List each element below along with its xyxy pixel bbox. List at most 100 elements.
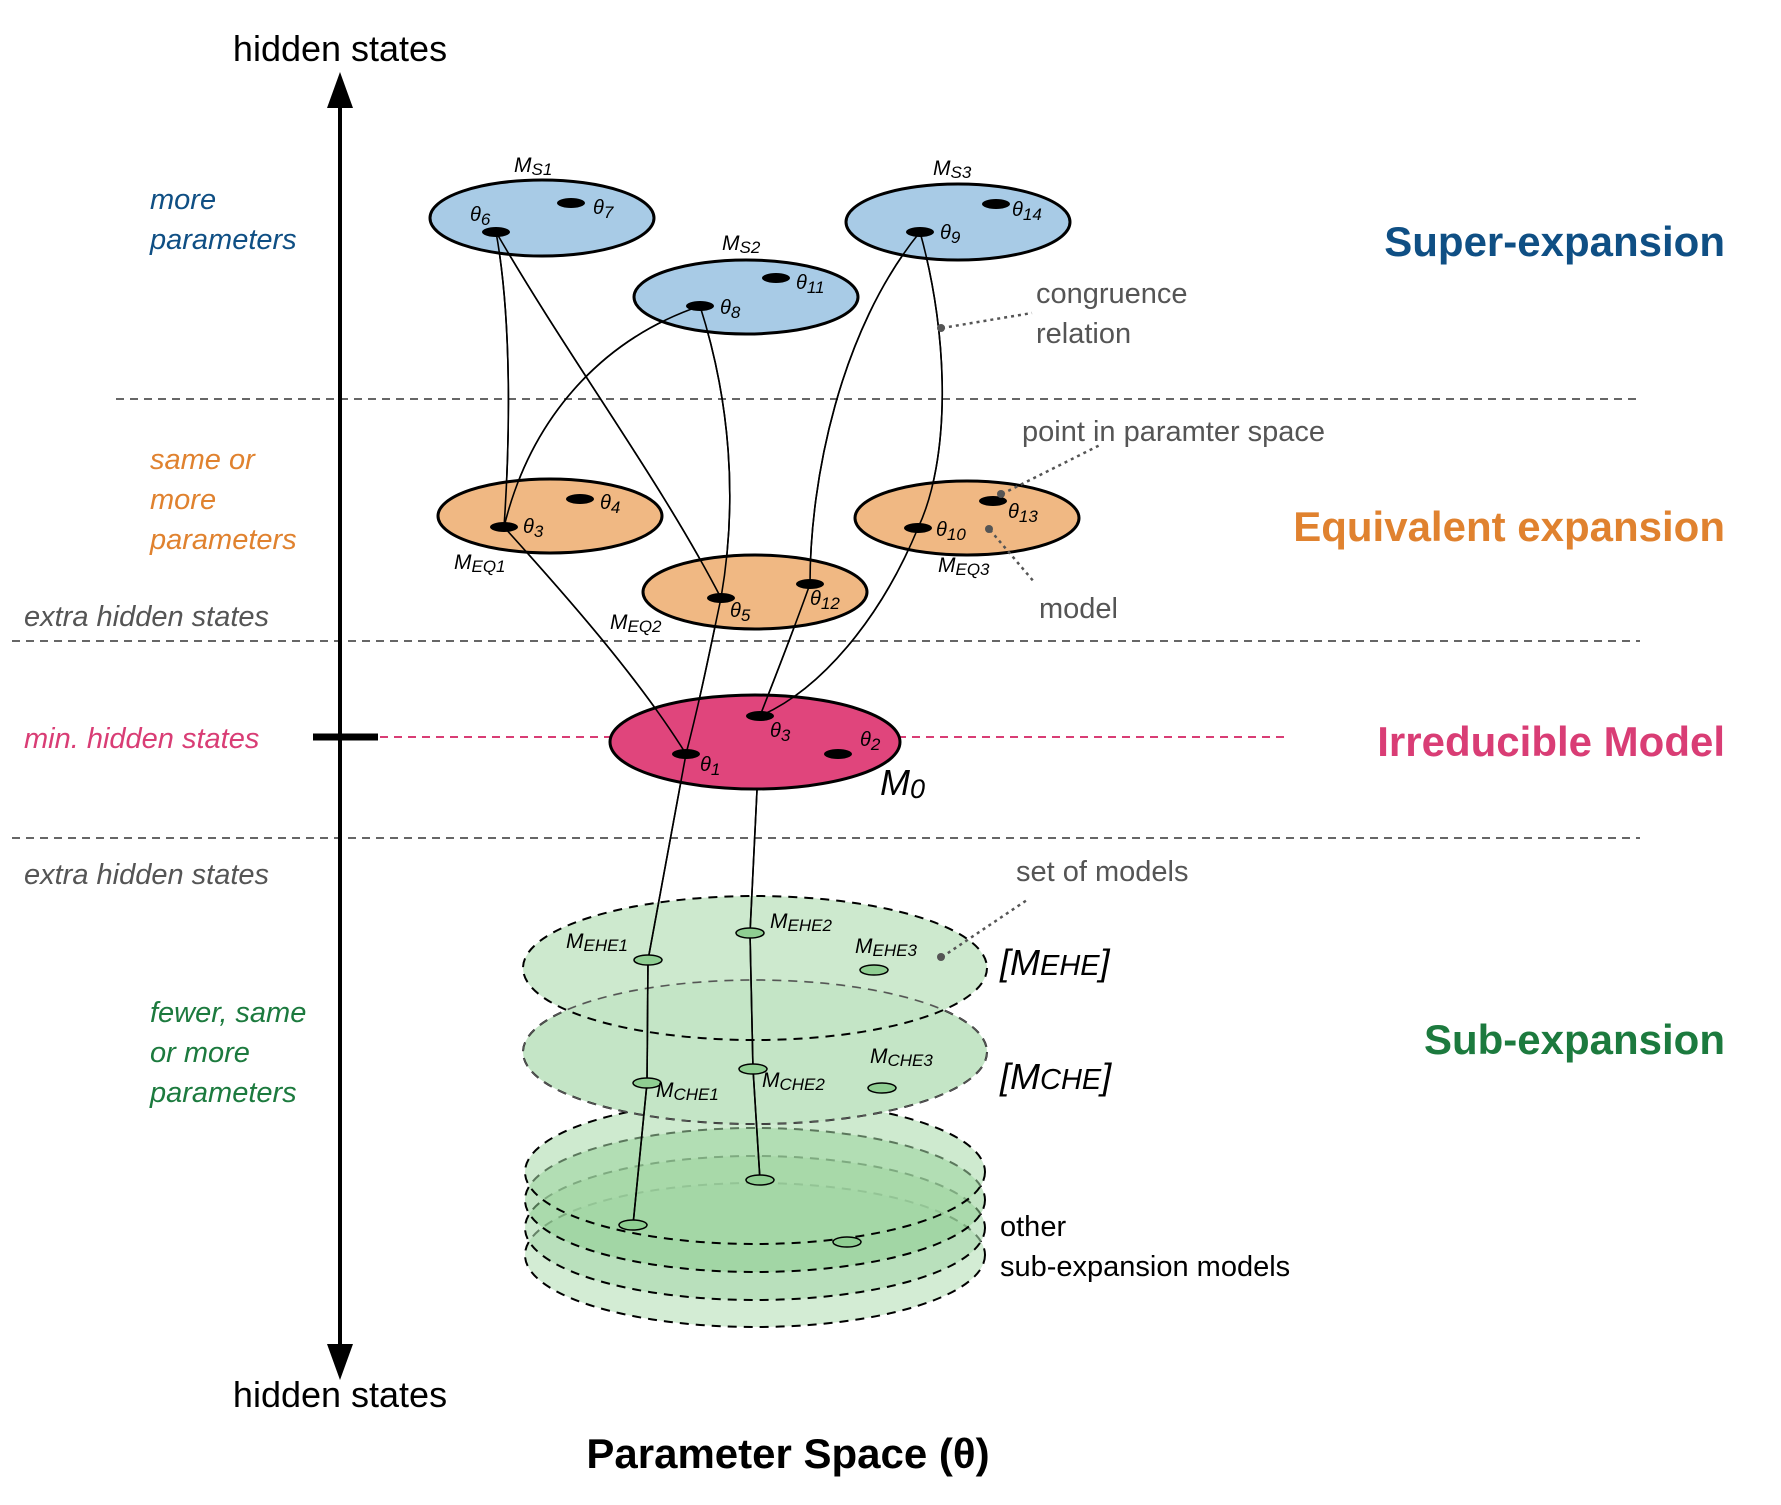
label-same-or-more-line: parameters (149, 524, 297, 556)
theta9-label: θ9 (940, 222, 961, 247)
congruence-line (699, 305, 731, 599)
model-meq3-label: MEQ3 (938, 554, 990, 579)
axis-top-label: hidden states (233, 28, 447, 69)
point-theta10 (904, 523, 932, 533)
model-mche3-label: MCHE3 (870, 1045, 933, 1070)
label-min-hidden: min. hidden states (24, 723, 259, 755)
leader-point (1001, 442, 1103, 496)
point-theta8 (686, 301, 714, 311)
label-same-or-more-line: same or (150, 444, 256, 476)
congruence-line (759, 583, 811, 717)
theta4-label: θ4 (600, 492, 620, 517)
model-ms2-label: MS2 (722, 232, 761, 257)
model-ms1-label: MS1 (514, 154, 552, 179)
model-mche2-label: MCHE2 (762, 1069, 825, 1094)
congruence-line (699, 305, 731, 599)
congruence-line (917, 231, 944, 529)
point-theta13 (979, 496, 1007, 506)
label-fewer-same-more-line: parameters (149, 1077, 297, 1109)
label-more-parameters: more parameters (149, 184, 297, 256)
point-other3 (832, 1236, 862, 1248)
point-theta1 (672, 749, 700, 759)
congruence-line (809, 231, 921, 585)
theta5-label: θ5 (730, 600, 751, 625)
theta8-label: θ8 (720, 297, 741, 322)
model-mehe1-label: MEHE1 (566, 930, 628, 955)
model-meq2 (641, 553, 869, 631)
model-ms3-label: MS3 (933, 157, 972, 182)
dot-set (937, 953, 945, 961)
model-mehe3-label: MEHE3 (855, 935, 917, 960)
congruence-line (647, 753, 687, 961)
axis-arrow-down (327, 1344, 353, 1380)
theta13-label: θ13 (1008, 501, 1038, 526)
model-m0 (608, 693, 902, 791)
model-ms1 (428, 178, 656, 258)
dot-model (985, 525, 993, 533)
set-che-label: [MCHE] (999, 1056, 1112, 1097)
annotation-point: point in paramter space (1022, 416, 1325, 448)
theta1-label: θ1 (700, 754, 720, 779)
label-fewer-same-more-line: or more (150, 1037, 250, 1069)
section-super-expansion: Super-expansion (1384, 218, 1725, 265)
axis-arrow-up (327, 72, 353, 108)
point-theta4 (566, 494, 594, 504)
congruence-line (749, 789, 758, 934)
point-other1 (745, 1174, 775, 1186)
point-theta11 (762, 273, 790, 283)
theta7-label: θ7 (593, 197, 614, 222)
x-axis-label-text: Parameter Space (θ) (586, 1430, 989, 1477)
congruence-line (759, 527, 919, 717)
annotation-other: other sub-expansion models (1000, 1211, 1290, 1283)
label-fewer-same-more-line: fewer, same (150, 997, 306, 1029)
model-mche1-label: MCHE1 (656, 1079, 719, 1104)
annotation-dots (937, 324, 1005, 961)
congruence-line (503, 526, 687, 755)
model-meq3 (853, 479, 1081, 557)
label-same-or-more: same or more parameters (149, 444, 297, 556)
point-mehe3 (859, 964, 889, 976)
point-theta5 (707, 593, 735, 603)
theta3-eq-label: θ3 (523, 516, 544, 541)
dot-point (997, 490, 1005, 498)
congruence-line (685, 597, 722, 755)
annotation-model: model (1039, 593, 1118, 625)
section-equivalent-expansion: Equivalent expansion (1293, 503, 1725, 550)
point-theta12 (796, 579, 824, 589)
label-more-parameters-line: parameters (149, 224, 297, 256)
leader-set (941, 898, 1028, 959)
dot-congruence (937, 324, 945, 332)
set-che-disk-top-arc (522, 979, 988, 1125)
x-axis-label: Parameter Space (θ) (586, 1430, 989, 1477)
label-more-parameters-line: more (150, 184, 216, 216)
point-mche2 (738, 1063, 768, 1075)
leader-congruence (941, 311, 1033, 330)
parameter-points (482, 198, 1010, 759)
label-same-or-more-line: more (150, 484, 216, 516)
point-other2 (618, 1219, 648, 1231)
theta3-label: θ3 (770, 720, 791, 745)
point-mehe2 (735, 927, 765, 939)
theta10-label: θ10 (936, 519, 966, 544)
point-theta6 (482, 227, 510, 237)
model-meq1 (436, 477, 664, 555)
set-ehe-label: [MEHE] (999, 942, 1111, 983)
congruence-line (646, 959, 649, 1084)
theta14-label: θ14 (1012, 199, 1042, 224)
annotation-other-line: other (1000, 1211, 1066, 1243)
section-sub-expansion: Sub-expansion (1424, 1016, 1725, 1063)
annotation-congruence-line: relation (1036, 318, 1131, 350)
axis-bottom-label: hidden states (233, 1374, 447, 1415)
congruence-line (495, 231, 722, 599)
point-mche1 (632, 1077, 662, 1089)
annotation-leaders (941, 311, 1103, 959)
other-sub-expansion-stack (524, 1099, 986, 1328)
section-irreducible-model: Irreducible Model (1377, 718, 1725, 765)
annotation-other-line: sub-expansion models (1000, 1251, 1290, 1283)
set-ehe-disk (522, 895, 988, 1041)
sub-points (618, 927, 897, 1248)
point-theta9 (906, 227, 934, 237)
model-mehe2-label: MEHE2 (770, 910, 832, 935)
model-ms2 (632, 258, 860, 336)
